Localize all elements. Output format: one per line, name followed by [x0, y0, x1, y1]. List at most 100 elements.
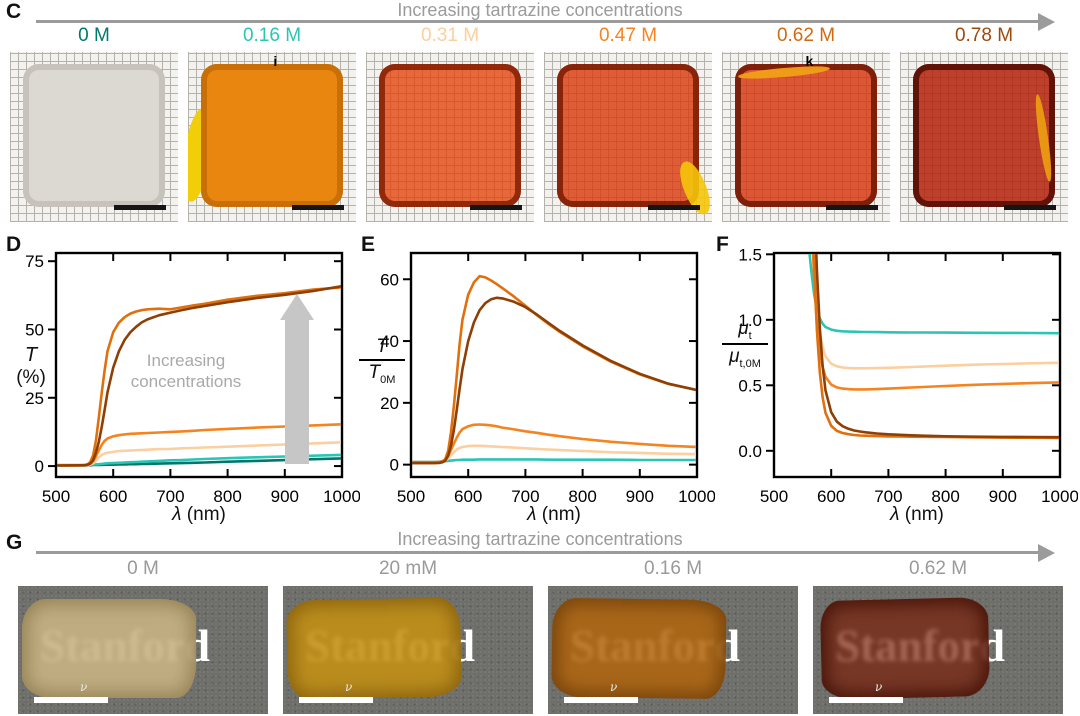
transmittance-chart: 500 600 700 800 900 1000 0 25 50 75: [25, 251, 360, 506]
concentration-label: 0.16 M: [643, 558, 703, 579]
sample-image-0M: [10, 52, 178, 222]
concentration-label: 0 M: [127, 558, 159, 579]
scale-bar: [299, 697, 373, 703]
y-axis-label: T T0M: [355, 336, 409, 386]
sample-square: [23, 64, 165, 207]
svg-text:1000: 1000: [323, 487, 360, 506]
sample-mark: k: [805, 53, 814, 69]
panel-d-label: D: [6, 233, 22, 256]
svg-text:75: 75: [25, 252, 44, 271]
scale-bar: [470, 205, 522, 210]
svg-text:50: 50: [25, 320, 44, 339]
sample-square: [913, 64, 1055, 207]
scale-bar: [292, 205, 344, 210]
sample-mark: i: [273, 53, 278, 69]
svg-text:700: 700: [874, 487, 902, 506]
chart-panel-d: 500 600 700 800 900 1000 0 25 50 75 T (%) Increas…: [0, 232, 360, 532]
svg-text:40: 40: [380, 332, 399, 351]
panel-g-arrow: [36, 551, 1040, 554]
tissue-sample: [819, 596, 991, 701]
svg-text:900: 900: [989, 487, 1017, 506]
panel-g-label: G: [6, 531, 23, 554]
panel-g-arrow-title: Increasing tartrazine concentrations: [397, 529, 683, 549]
concentration-label: 20 mM: [378, 558, 438, 579]
nu-mark: ν: [345, 680, 353, 694]
svg-text:600: 600: [99, 487, 127, 506]
svg-text:600: 600: [817, 487, 845, 506]
concentration-label: 0.62 M: [776, 25, 836, 46]
scale-bar: [648, 205, 700, 210]
increasing-arrow-icon: [280, 294, 314, 464]
svg-text:800: 800: [568, 487, 596, 506]
concentration-label: 0 M: [78, 25, 110, 46]
panel-g-arrowhead-icon: [1038, 544, 1055, 562]
nu-mark: ν: [875, 680, 883, 694]
panel-c-label: C: [6, 0, 22, 23]
scale-bar: [829, 697, 903, 703]
x-axis-label: λ (nm): [172, 504, 226, 525]
scale-bar: [114, 205, 166, 210]
sample-square: [379, 64, 521, 207]
tissue-sample: [551, 597, 727, 700]
increasing-annotation: Increasing concentrations: [130, 351, 242, 392]
svg-text:1000: 1000: [678, 487, 715, 506]
svg-text:0.0: 0.0: [738, 442, 762, 461]
sample-image-016M: i: [188, 52, 356, 222]
panel-c-arrow: [36, 20, 1040, 23]
svg-text:0: 0: [35, 457, 44, 476]
svg-text:1000: 1000: [1041, 487, 1078, 506]
panel-f-label: F: [716, 233, 729, 256]
sample-square: [201, 64, 343, 207]
tissue-sample: [286, 597, 462, 700]
svg-text:900: 900: [626, 487, 654, 506]
scale-bar: [826, 205, 878, 210]
panel-c-arrow-title: Increasing tartrazine concentrations: [397, 0, 683, 20]
svg-text:0: 0: [390, 456, 399, 475]
svg-text:500: 500: [760, 487, 788, 506]
tissue-image-062M: Stanford ν: [813, 586, 1063, 714]
panel-e-label: E: [361, 233, 376, 256]
sample-square: [557, 64, 699, 207]
svg-text:800: 800: [931, 487, 959, 506]
tissue-image-20mM: Stanford ν: [283, 586, 533, 714]
svg-text:500: 500: [42, 487, 70, 506]
y-axis-label: μt μt,0M: [718, 318, 772, 370]
nu-mark: ν: [80, 680, 88, 694]
svg-text:1.0: 1.0: [738, 311, 762, 330]
tissue-image-016M: Stanford ν: [548, 586, 798, 714]
svg-text:700: 700: [511, 487, 539, 506]
y-axis-label: T (%): [16, 344, 46, 388]
chart-panel-f: 500 600 700 800 900 1000 0.0 0.5 1.0 1.5 μt μt,0M…: [718, 232, 1078, 532]
svg-text:25: 25: [25, 389, 44, 408]
chart-panel-e: 500 600 700 800 900 1000 0 20 40 60 T T0M λ (nm): [355, 232, 715, 532]
x-axis-label: λ (nm): [527, 504, 581, 525]
scale-bar: [1004, 205, 1056, 210]
scale-bar: [564, 697, 638, 703]
attenuation-ratio-chart: 500 600 700 800 900 1000 0.0 0.5 1.0 1.5: [738, 245, 1078, 506]
sample-image-078M: [900, 52, 1068, 222]
svg-text:900: 900: [271, 487, 299, 506]
tissue-sample: [22, 599, 196, 698]
svg-text:700: 700: [156, 487, 184, 506]
svg-text:60: 60: [380, 270, 399, 289]
tissue-image-0M: Stanford ν: [18, 586, 268, 714]
svg-text:0.5: 0.5: [738, 376, 762, 395]
nu-mark: ν: [610, 680, 618, 694]
svg-text:20: 20: [380, 394, 399, 413]
panel-c-arrowhead-icon: [1038, 13, 1055, 31]
svg-text:1.5: 1.5: [738, 245, 762, 264]
relative-transmittance-chart: 500 600 700 800 900 1000 0 20 40 60: [380, 251, 715, 506]
svg-text:600: 600: [454, 487, 482, 506]
concentration-label: 0.62 M: [908, 558, 968, 579]
concentration-label: 0.31 M: [420, 25, 480, 46]
concentration-label: 0.47 M: [598, 25, 658, 46]
concentration-label: 0.78 M: [954, 25, 1014, 46]
svg-text:500: 500: [397, 487, 425, 506]
sample-image-062M: k: [722, 52, 890, 222]
svg-text:800: 800: [213, 487, 241, 506]
scale-bar: [34, 697, 108, 703]
sample-image-031M: [366, 52, 534, 222]
sample-image-047M: [544, 52, 712, 222]
concentration-label: 0.16 M: [242, 25, 302, 46]
sample-square: [735, 64, 877, 207]
